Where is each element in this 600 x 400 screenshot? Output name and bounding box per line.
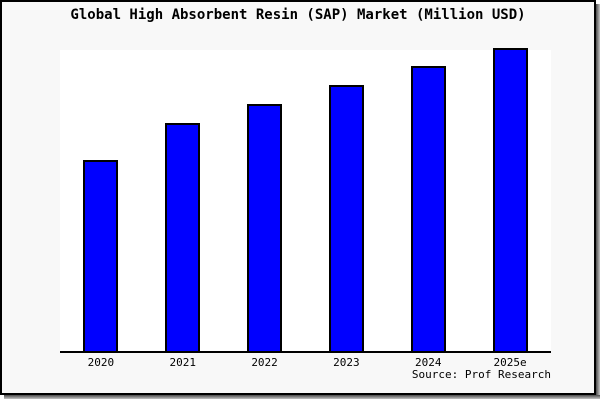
x-tick-label: 2021 (169, 356, 196, 369)
x-tick-label: 2025e (493, 356, 527, 369)
bar-slot (469, 48, 551, 351)
bar-2024 (410, 66, 446, 351)
bar-slot (305, 50, 387, 351)
x-tick-label: 2020 (87, 356, 115, 369)
bar-slot (60, 50, 142, 351)
bar-2022 (247, 104, 283, 351)
x-tick-label: 2023 (333, 356, 360, 369)
plot-area (60, 48, 551, 353)
bar-2021 (165, 122, 201, 351)
bar-2023 (328, 85, 364, 351)
bar-slot (387, 50, 469, 351)
bar-2025e (492, 48, 528, 351)
source-credit: Source: Prof Research (411, 368, 551, 381)
bar-2020 (83, 159, 119, 351)
chart-title: Global High Absorbent Resin (SAP) Market… (70, 7, 526, 23)
x-tick-label: 2022 (251, 356, 278, 369)
bar-slot (142, 50, 224, 351)
bar-slot (224, 50, 306, 351)
x-tick-label: 2024 (414, 356, 442, 369)
x-axis-ticks: 2020 2021 2022 2023 2024 2025e (60, 356, 551, 369)
window-shadow-right (596, 4, 600, 399)
window-shadow-bottom (4, 395, 600, 399)
